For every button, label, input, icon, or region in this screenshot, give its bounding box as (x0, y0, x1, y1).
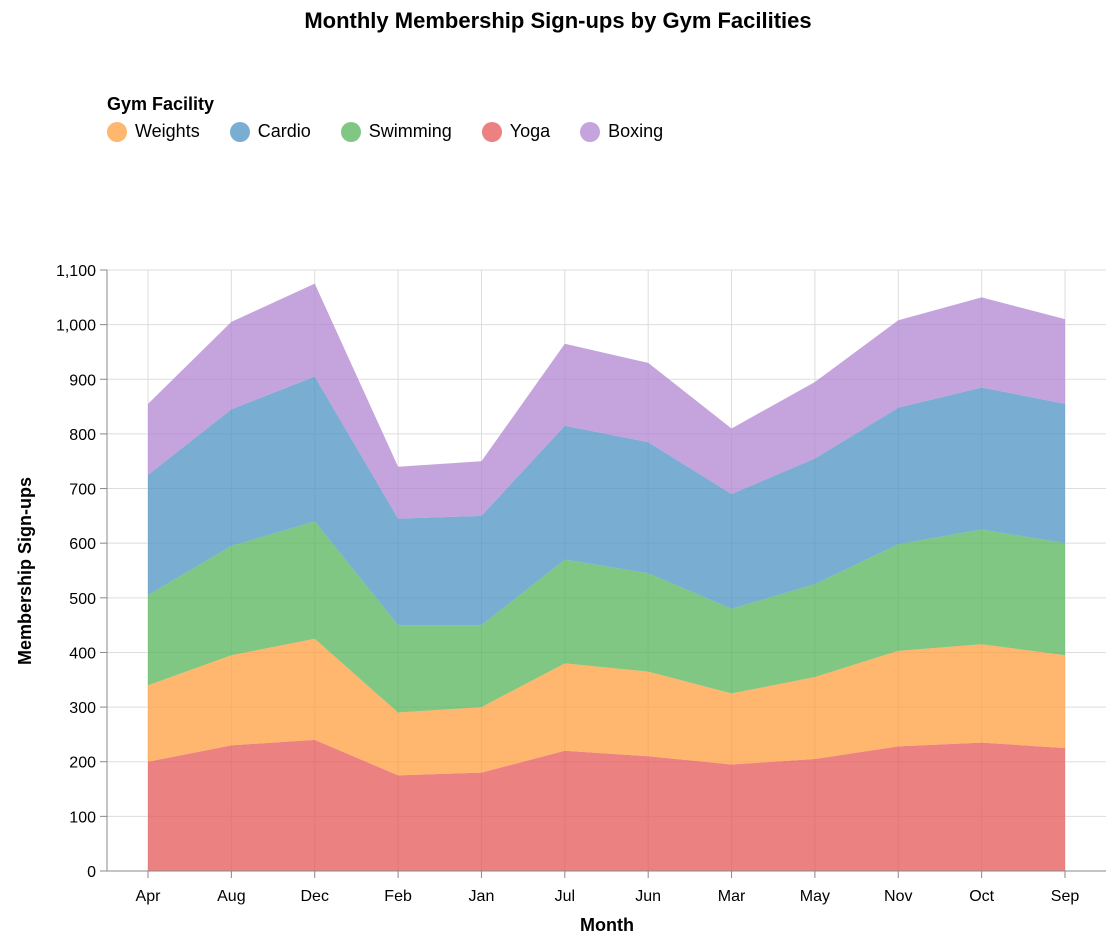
x-tick-label: Jul (555, 888, 575, 905)
x-tick-label: Jun (635, 888, 661, 905)
x-tick-label: Dec (301, 888, 329, 905)
legend-items: Weights Cardio Swimming Yoga Boxing (107, 121, 693, 142)
x-tick-label: Aug (217, 888, 245, 905)
legend: Gym Facility Weights Cardio Swimming Yoga Bo… (107, 94, 693, 142)
legend-label-swimming: Swimming (368, 121, 452, 141)
legend-item-weights: Weights (107, 121, 200, 142)
x-tick-label: Sep (1051, 888, 1080, 905)
area-layer (148, 283, 1065, 871)
y-tick-label: 800 (69, 427, 96, 444)
y-tick-label: 200 (69, 755, 96, 772)
x-tick-label: May (800, 888, 830, 905)
legend-label-boxing: Boxing (608, 121, 664, 141)
legend-item-swimming: Swimming (340, 121, 452, 142)
y-tick-label: 900 (69, 372, 96, 389)
x-axis-title: Month (580, 915, 634, 935)
x-tick-label: Nov (884, 888, 912, 905)
x-tick-label: Feb (384, 888, 412, 905)
legend-swatch-cardio (229, 121, 250, 142)
y-tick-label: 400 (69, 645, 96, 662)
legend-label-cardio: Cardio (257, 121, 311, 141)
area-swimming (148, 521, 1065, 713)
area-weights (148, 638, 1065, 776)
area-cardio (148, 376, 1065, 626)
area-yoga (148, 739, 1065, 871)
x-tick-label: Jan (469, 888, 495, 905)
y-tick-label: 1,000 (56, 318, 96, 335)
legend-label-weights: Weights (135, 121, 200, 141)
legend-item-yoga: Yoga (481, 121, 551, 142)
chart-title: Monthly Membership Sign-ups by Gym Facil… (304, 8, 812, 33)
legend-swatch-swimming (340, 121, 361, 142)
x-tick-label: Apr (136, 888, 162, 905)
x-tick-label: Oct (969, 888, 994, 905)
y-tick-label: 0 (87, 864, 96, 881)
legend-swatch-boxing (580, 121, 601, 142)
legend-item-cardio: Cardio (229, 121, 311, 142)
y-tick-label: 100 (69, 809, 96, 826)
y-tick-label: 500 (69, 591, 96, 608)
area-boxing (148, 283, 1065, 519)
y-tick-label: 700 (69, 482, 96, 499)
x-tick-label: Mar (718, 888, 746, 905)
y-tick-label: 600 (69, 536, 96, 553)
y-tick-label: 300 (69, 700, 96, 717)
legend-swatch-yoga (481, 121, 502, 142)
legend-item-boxing: Boxing (580, 121, 663, 142)
legend-swatch-weights (107, 121, 127, 142)
y-tick-label: 1,100 (56, 263, 96, 280)
legend-title: Gym Facility (107, 94, 215, 114)
legend-label-yoga: Yoga (509, 121, 551, 141)
y-axis-title: Membership Sign-ups (15, 477, 35, 665)
axis-layer: 0 100 200 300 400 500 600 700 800 900 1,000 1,100 Ap… (56, 263, 1106, 905)
